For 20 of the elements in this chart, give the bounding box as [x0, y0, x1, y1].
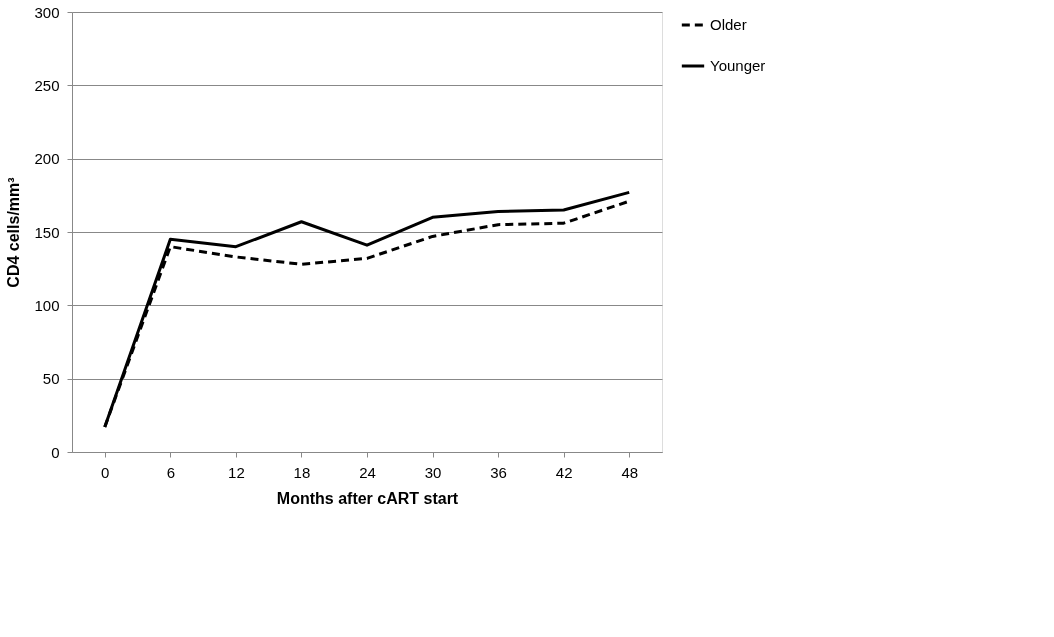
y-tick-label: 250 [34, 76, 60, 94]
y-tick-label: 150 [34, 223, 60, 241]
x-tick-label: 48 [621, 463, 639, 481]
legend-label: Younger [710, 57, 766, 74]
x-tick-label: 0 [101, 463, 110, 481]
x-axis-title: Months after cART start [276, 489, 459, 507]
y-axis-title: CD4 cells/mm³ [5, 177, 23, 288]
x-tick-label: 42 [555, 463, 573, 481]
x-tick-label: 6 [166, 463, 176, 481]
x-tick-label: 18 [293, 463, 311, 481]
y-tick-label: 50 [42, 370, 60, 388]
y-tick-label: 200 [34, 150, 60, 168]
x-tick-label: 12 [228, 463, 245, 481]
x-tick-label: 24 [359, 463, 376, 481]
y-tick-label: 0 [51, 443, 60, 461]
x-tick-label: 36 [490, 463, 507, 481]
x-tick-label: 30 [424, 463, 442, 481]
legend-label: Older [710, 16, 747, 33]
y-tick-label: 100 [34, 296, 60, 314]
y-tick-label: 300 [34, 3, 60, 21]
